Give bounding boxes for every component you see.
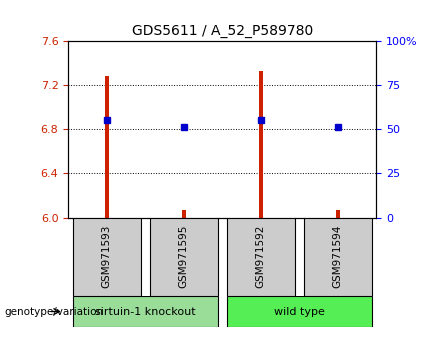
Text: GSM971594: GSM971594	[333, 225, 343, 289]
Title: GDS5611 / A_52_P589780: GDS5611 / A_52_P589780	[132, 24, 313, 38]
Text: genotype/variation: genotype/variation	[4, 307, 103, 316]
Bar	[227, 218, 295, 296]
Bar	[105, 76, 109, 218]
Bar	[336, 210, 340, 218]
Bar	[304, 218, 372, 296]
Text: wild type: wild type	[274, 307, 325, 316]
Bar	[227, 296, 371, 327]
Text: GSM971593: GSM971593	[102, 225, 112, 289]
Bar	[73, 218, 141, 296]
Text: GSM971592: GSM971592	[256, 225, 266, 289]
Bar	[259, 70, 263, 218]
Bar	[150, 218, 218, 296]
Bar	[73, 296, 218, 327]
Bar	[182, 210, 186, 218]
Text: sirtuin-1 knockout: sirtuin-1 knockout	[95, 307, 195, 316]
Text: GSM971595: GSM971595	[179, 225, 189, 289]
